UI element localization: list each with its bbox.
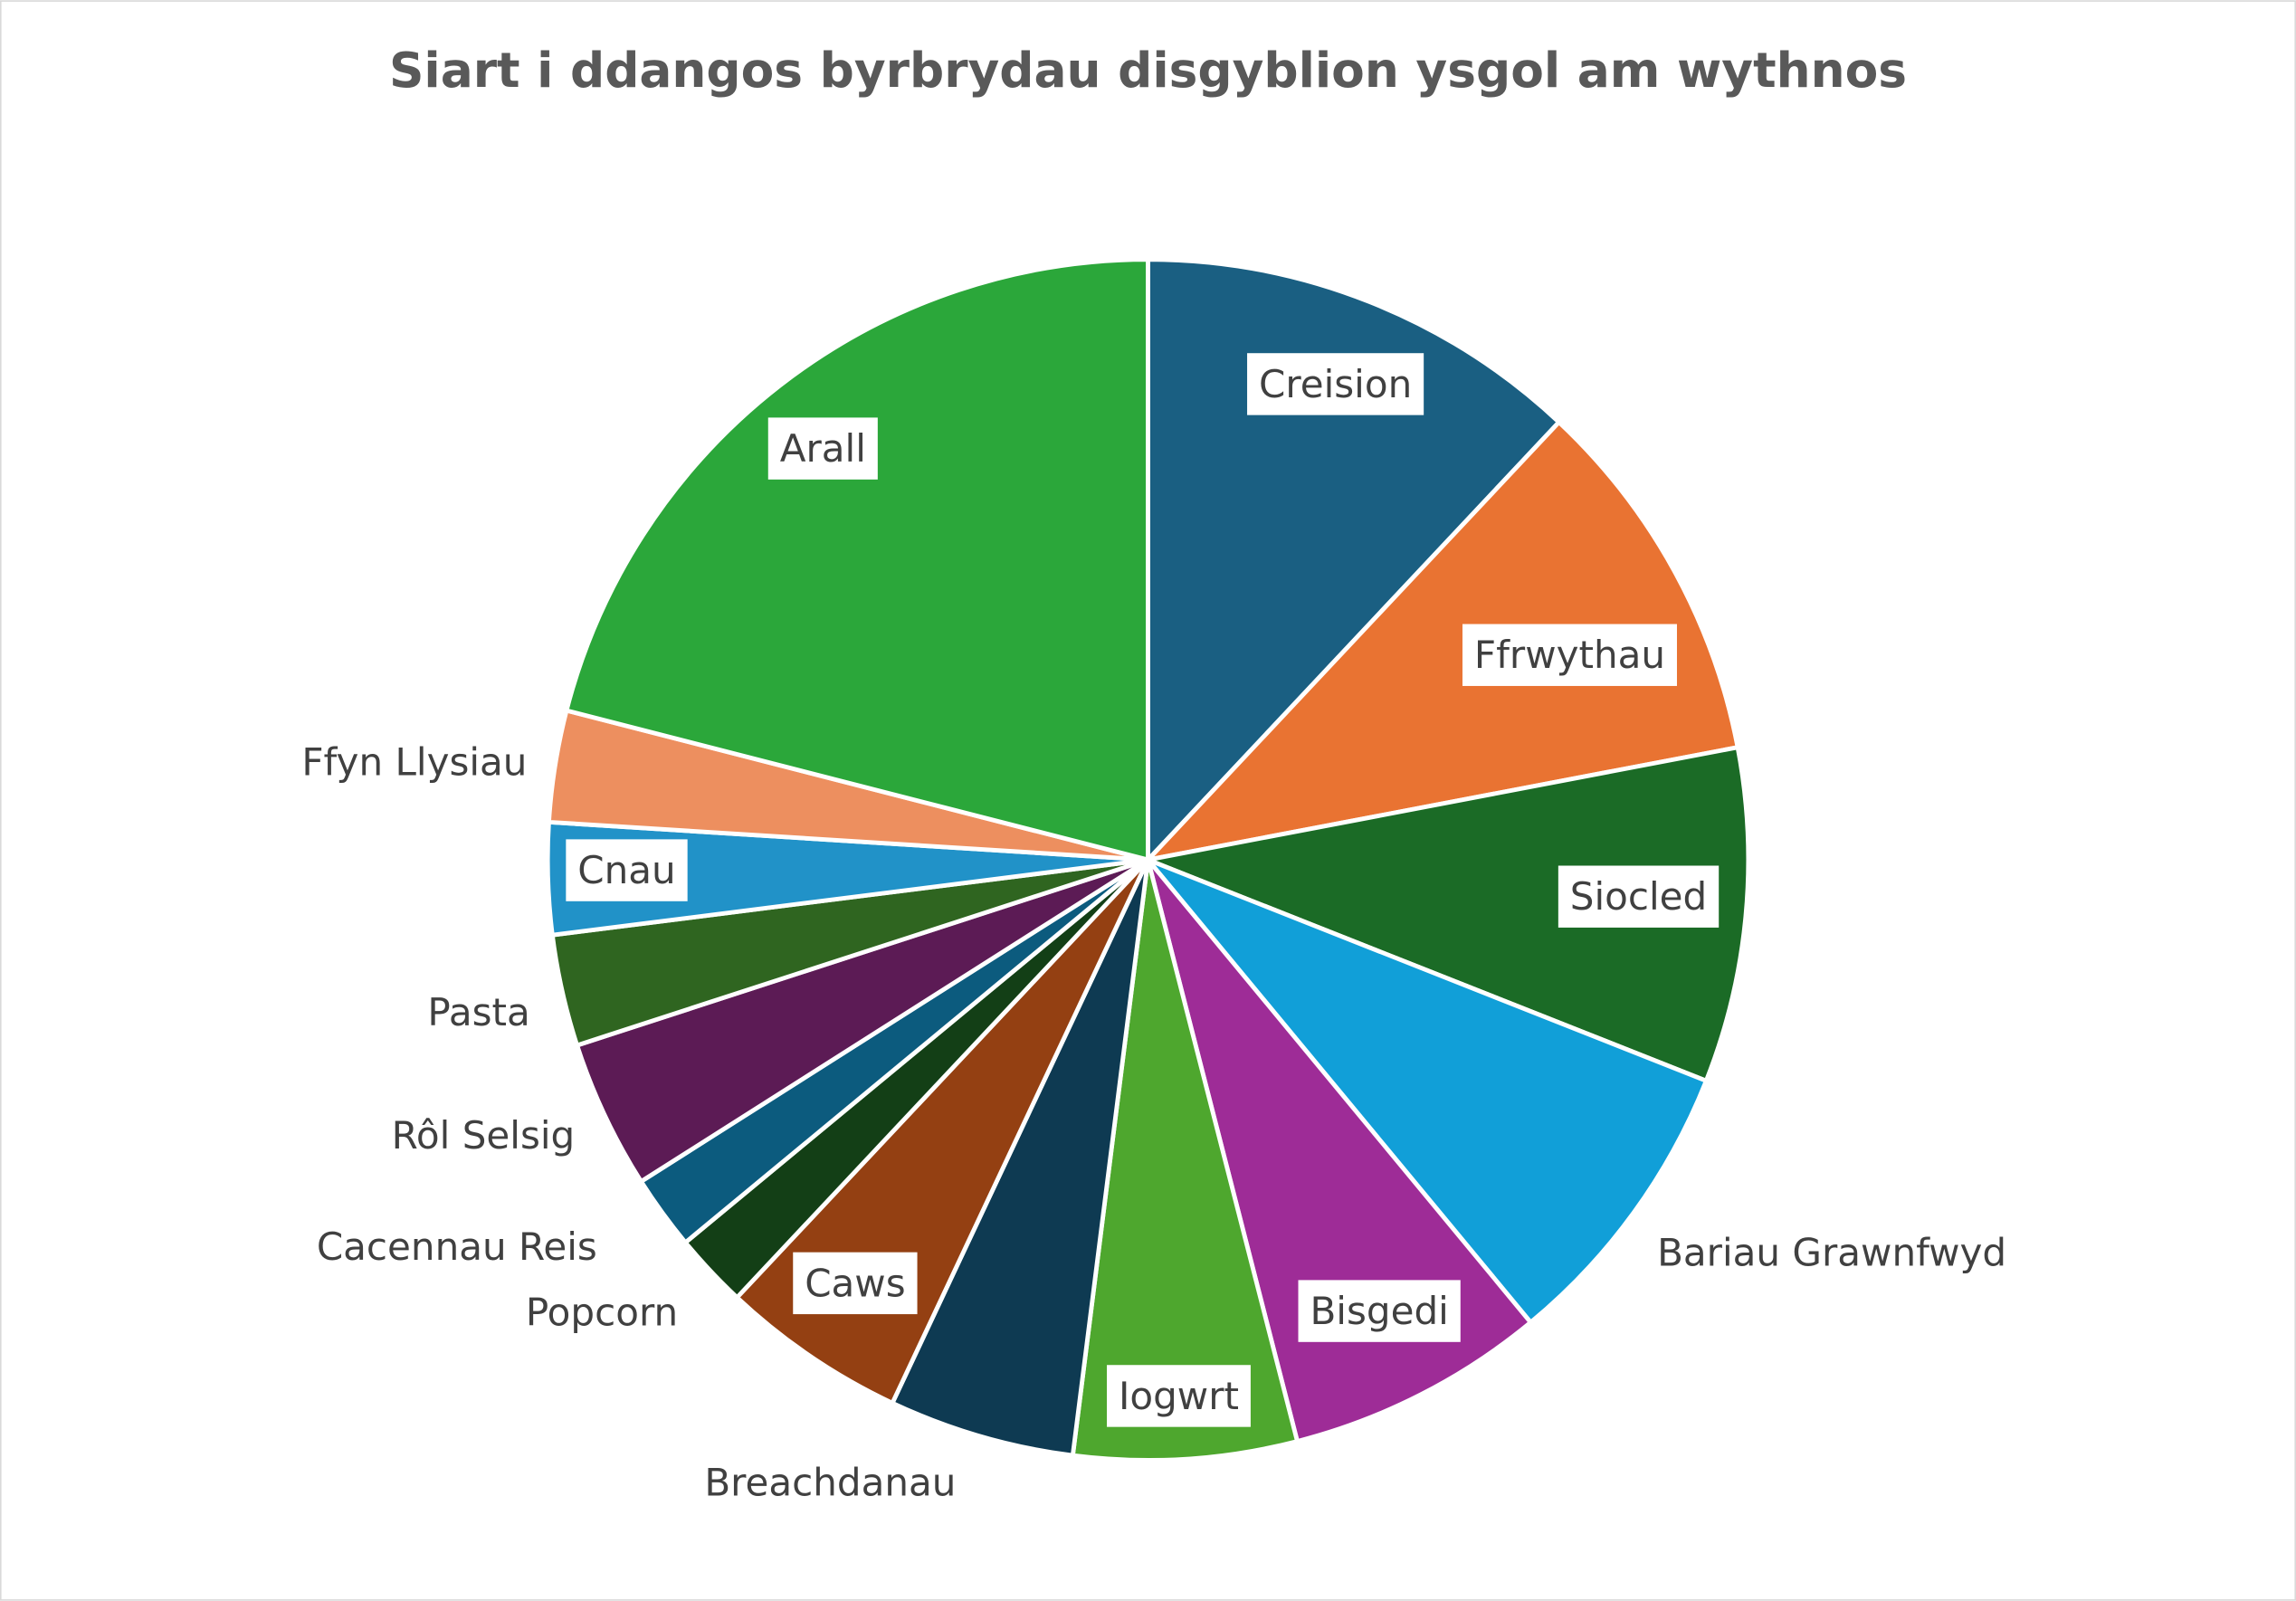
slice-label: Caws [805,1261,905,1305]
label-box [1298,1280,1461,1342]
pie-slice [1146,857,1710,1326]
slice-label: Siocled [1570,874,1707,919]
label-box [767,417,878,480]
slice-label: Bisgedi [1310,1289,1448,1333]
slice-label: Cnau [577,848,675,892]
label-box [1558,865,1720,928]
slice-label: Cacennau Reis [317,1225,597,1269]
slice-label: Ffyn Llysiau [301,739,527,784]
pie-slice [564,257,1150,863]
pie-slice [889,858,1150,1458]
pie-slice [1139,744,1751,1084]
slice-label: Rôl Selsig [392,1113,576,1158]
label-box [793,1252,918,1315]
slice-label: Iogwrt [1119,1374,1239,1418]
slice-label: Breachdanau [704,1460,956,1504]
chart-title: Siart i ddangos byrbrydau disgyblion ysg… [389,42,1907,99]
slice-label: Pasta [427,990,529,1034]
label-box [1107,1365,1251,1427]
label-box [1462,624,1677,686]
slice-label: Ffrwythau [1474,633,1665,677]
label-box [1247,353,1424,415]
pie-slice [1141,419,1740,863]
slice-label: Creision [1259,362,1412,406]
pie-slice [1070,859,1300,1463]
slice-label: Arall [780,426,866,471]
label-box [566,839,688,901]
slice-label: Popcorn [526,1291,678,1335]
slice-label: Bariau Grawnfwyd [1657,1230,2006,1274]
